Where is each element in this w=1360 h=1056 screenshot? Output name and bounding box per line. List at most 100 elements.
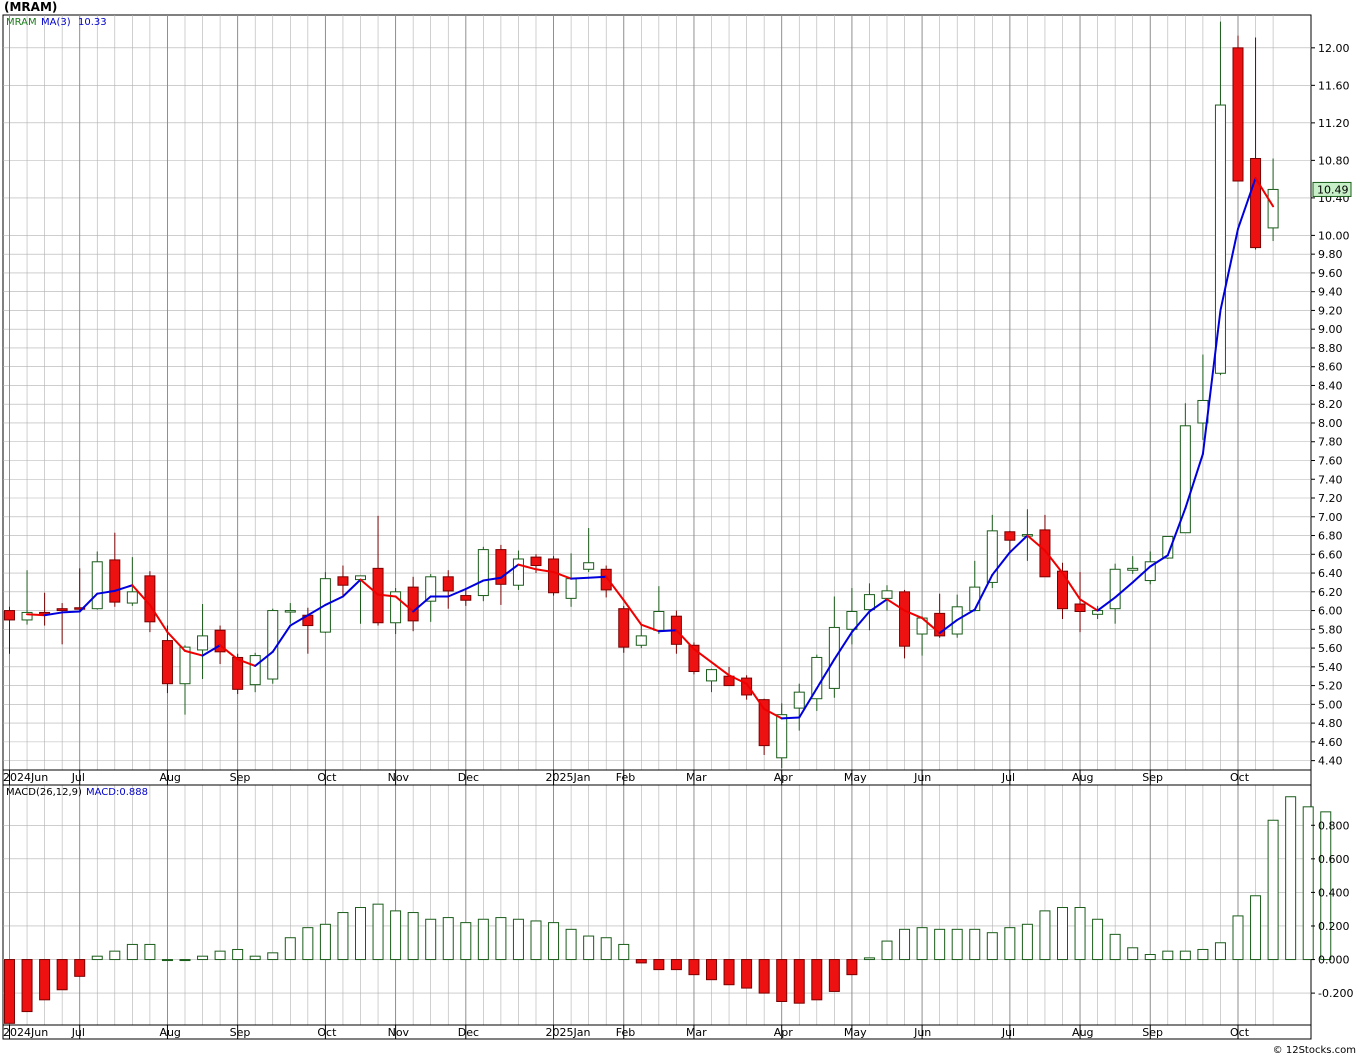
macd-bar — [565, 928, 577, 961]
date-tick-label: Aug — [159, 771, 180, 784]
macd-bar — [670, 959, 682, 971]
price-tick-label: 8.40 — [1318, 379, 1343, 392]
date-axis-band-bottom — [2, 1024, 1312, 1040]
candle-body — [758, 699, 770, 747]
candle-body — [548, 558, 560, 594]
ma-segment — [763, 708, 783, 720]
ma-segment — [1114, 581, 1134, 599]
ma-segment — [973, 573, 994, 611]
macd-bar — [232, 948, 244, 961]
price-tick-label: 4.80 — [1318, 717, 1343, 730]
macd-bar — [1179, 950, 1191, 961]
macd-bar — [460, 922, 472, 961]
macd-bar — [39, 959, 51, 1001]
macd-bar — [21, 959, 33, 1013]
price-tick-label: 9.40 — [1318, 286, 1343, 299]
macd-bar — [863, 957, 875, 961]
ma-segment — [728, 674, 748, 685]
macd-tick-label: 0.200 — [1318, 920, 1350, 933]
ma-segment — [26, 613, 46, 617]
macd-grid — [2, 784, 1312, 1026]
legend-macd-value: MACD:0.888 — [86, 787, 148, 798]
macd-bar — [1320, 811, 1332, 961]
date-tick-label: Jul — [1001, 1026, 1015, 1039]
candle-body — [425, 576, 437, 602]
date-tick-label: Jul — [71, 771, 85, 784]
price-tick-label: 7.40 — [1318, 473, 1343, 486]
ma-segment — [903, 609, 924, 620]
candle-body — [934, 612, 946, 637]
macd-bar — [530, 920, 542, 961]
date-tick-label: Oct — [317, 771, 337, 784]
candle-body — [635, 635, 647, 646]
ma-segment — [640, 623, 660, 633]
macd-bar — [4, 959, 15, 1024]
ma-segment — [1254, 177, 1275, 208]
candle-body — [1004, 531, 1016, 541]
date-tick-label: Aug — [1072, 1026, 1093, 1039]
candle-body — [583, 562, 595, 570]
candle-body — [1214, 104, 1226, 374]
ma-segment — [254, 650, 274, 667]
macd-bar — [548, 922, 560, 961]
macd-bar — [653, 959, 665, 971]
price-tick-label: 11.60 — [1318, 79, 1350, 92]
date-tick-label: 2024Jun — [3, 1026, 48, 1039]
macd-bar — [1109, 933, 1121, 961]
ma-segment — [1079, 598, 1099, 612]
candle-body — [21, 611, 33, 621]
ma-segment — [219, 644, 239, 661]
macd-bar — [583, 935, 595, 961]
macd-bar — [179, 959, 191, 962]
price-tick-label: 5.80 — [1318, 623, 1343, 636]
ma-segment — [1008, 534, 1029, 554]
ma-segment — [622, 599, 643, 626]
date-tick-label: Oct — [1230, 1026, 1250, 1039]
legend-macd-label: MACD(26,12,9) — [6, 787, 82, 798]
ma-segment — [850, 610, 871, 634]
ma-segment — [605, 575, 625, 602]
candle-body — [846, 610, 858, 630]
date-tick-label: Jun — [913, 771, 931, 784]
macd-bar — [1144, 954, 1156, 961]
candle-body — [776, 714, 788, 759]
date-tick-label: Nov — [388, 1026, 410, 1039]
ma-segment — [798, 687, 818, 719]
ma-segment — [517, 563, 537, 571]
candle-body — [1250, 157, 1262, 249]
ma-segment — [96, 589, 116, 595]
ma-segment — [201, 644, 222, 657]
date-tick-label: Jun — [913, 1026, 931, 1039]
price-tick-label: 5.40 — [1318, 661, 1343, 674]
ma-segment — [1043, 549, 1064, 575]
price-panel-frame — [2, 14, 1312, 771]
candle-body — [986, 530, 998, 583]
candle-body — [1267, 188, 1279, 229]
date-tick-label: Oct — [1230, 771, 1250, 784]
macd-bar — [442, 917, 454, 961]
price-tick-label: 10.80 — [1318, 154, 1350, 167]
macd-bar — [495, 917, 507, 961]
candle-body — [1162, 535, 1174, 559]
date-tick-label: Sep — [1142, 1026, 1163, 1039]
candle-body — [653, 610, 665, 631]
price-tick-label: 6.60 — [1318, 548, 1343, 561]
macd-bar — [1302, 806, 1314, 961]
price-ma-line — [26, 177, 1275, 720]
price-tick-label: 7.60 — [1318, 454, 1343, 467]
macd-bar — [881, 940, 893, 961]
price-tick-label: 8.60 — [1318, 361, 1343, 374]
axes: 12.0011.6011.2010.8010.4010.009.809.609.… — [2, 42, 1353, 1040]
date-tick-label: Mar — [686, 771, 707, 784]
price-tick-label: 4.60 — [1318, 736, 1343, 749]
ma-segment — [1149, 554, 1169, 568]
price-tick-label: 5.60 — [1318, 642, 1343, 655]
ma-segment — [412, 595, 432, 613]
price-tick-label: 6.40 — [1318, 567, 1343, 580]
ma-segment — [306, 603, 327, 617]
macd-bar — [477, 918, 489, 961]
macd-bar — [1074, 907, 1086, 961]
macd-bar — [302, 927, 314, 961]
macd-bar — [197, 955, 209, 961]
